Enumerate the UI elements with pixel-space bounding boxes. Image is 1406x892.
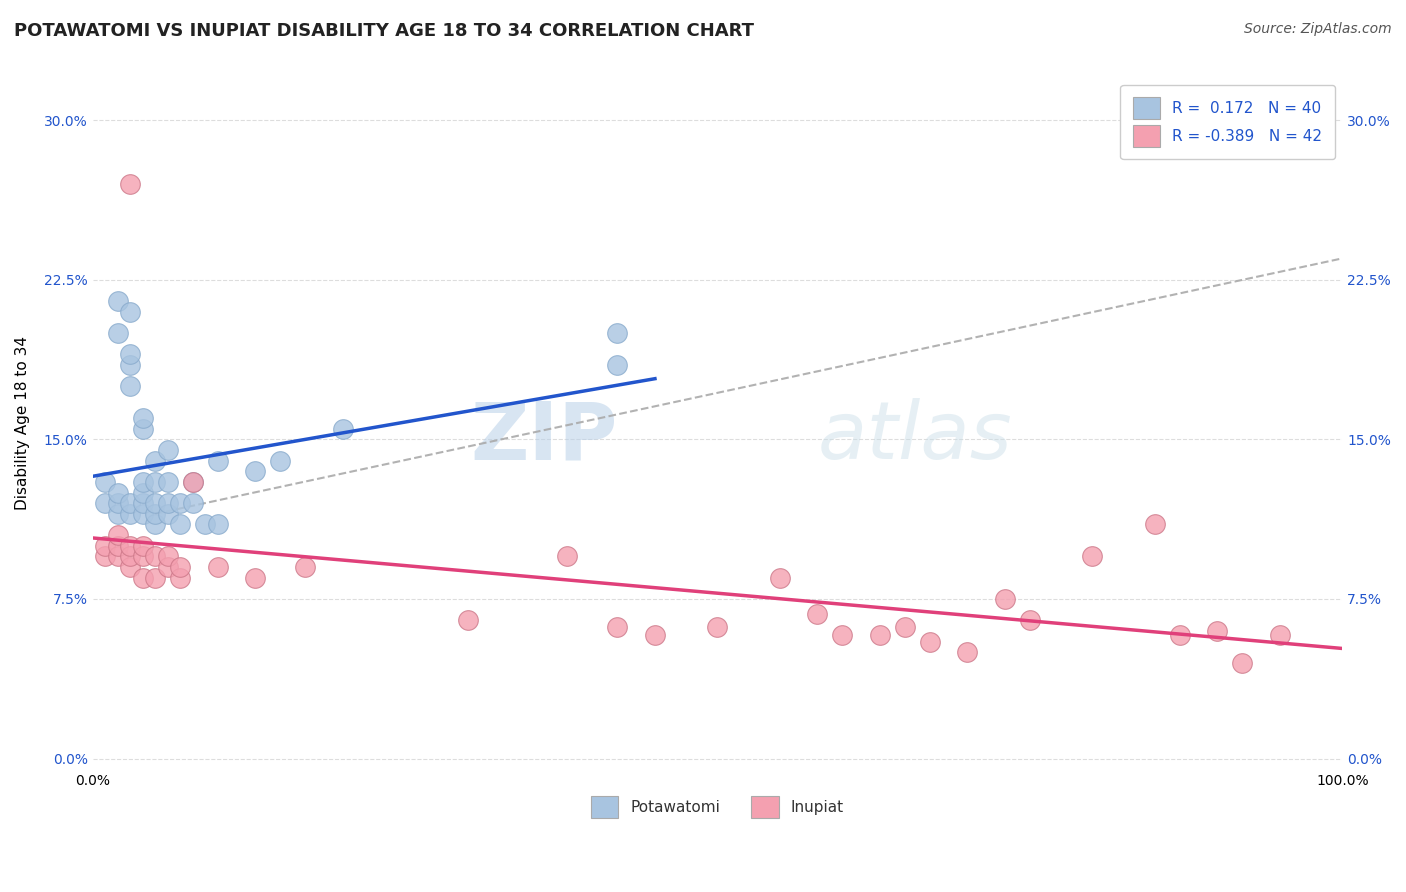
Point xyxy=(120,358,142,372)
Point xyxy=(107,528,129,542)
Point xyxy=(994,592,1017,607)
Point xyxy=(131,507,153,521)
Point xyxy=(131,549,153,564)
Point xyxy=(107,326,129,340)
Point xyxy=(107,293,129,308)
Point xyxy=(107,485,129,500)
Point xyxy=(94,496,117,510)
Point xyxy=(181,475,204,489)
Text: Source: ZipAtlas.com: Source: ZipAtlas.com xyxy=(1244,22,1392,37)
Y-axis label: Disability Age 18 to 34: Disability Age 18 to 34 xyxy=(15,336,30,510)
Point xyxy=(706,620,728,634)
Point xyxy=(120,507,142,521)
Point xyxy=(207,453,229,467)
Point xyxy=(606,358,628,372)
Point xyxy=(806,607,828,621)
Point xyxy=(120,560,142,574)
Point xyxy=(606,620,628,634)
Point xyxy=(120,304,142,318)
Point xyxy=(120,347,142,361)
Point xyxy=(120,549,142,564)
Point xyxy=(207,517,229,532)
Point xyxy=(243,571,266,585)
Legend: Potawatomi, Inupiat: Potawatomi, Inupiat xyxy=(585,790,851,824)
Point xyxy=(243,464,266,478)
Point xyxy=(94,539,117,553)
Point xyxy=(143,517,166,532)
Point xyxy=(143,549,166,564)
Point xyxy=(956,645,979,659)
Point xyxy=(332,422,354,436)
Point xyxy=(606,326,628,340)
Point xyxy=(143,496,166,510)
Point xyxy=(94,475,117,489)
Point xyxy=(156,442,179,457)
Point xyxy=(131,539,153,553)
Point xyxy=(457,613,479,627)
Point xyxy=(156,549,179,564)
Point xyxy=(918,634,941,648)
Point xyxy=(207,560,229,574)
Text: ZIP: ZIP xyxy=(470,398,617,476)
Point xyxy=(557,549,579,564)
Point xyxy=(1232,656,1254,670)
Point xyxy=(156,496,179,510)
Text: atlas: atlas xyxy=(817,398,1012,476)
Point xyxy=(894,620,917,634)
Point xyxy=(120,379,142,393)
Point xyxy=(1268,628,1291,642)
Point xyxy=(169,571,191,585)
Point xyxy=(831,628,853,642)
Point xyxy=(169,560,191,574)
Point xyxy=(143,453,166,467)
Point xyxy=(194,517,217,532)
Point xyxy=(1018,613,1040,627)
Point xyxy=(131,571,153,585)
Point xyxy=(156,560,179,574)
Point xyxy=(143,571,166,585)
Point xyxy=(120,539,142,553)
Point xyxy=(131,411,153,425)
Point xyxy=(143,475,166,489)
Point xyxy=(269,453,291,467)
Point xyxy=(156,507,179,521)
Point xyxy=(120,496,142,510)
Point xyxy=(94,549,117,564)
Point xyxy=(869,628,891,642)
Point xyxy=(169,496,191,510)
Point xyxy=(1081,549,1104,564)
Point xyxy=(107,539,129,553)
Point xyxy=(107,507,129,521)
Point xyxy=(181,496,204,510)
Point xyxy=(131,496,153,510)
Point xyxy=(181,475,204,489)
Point xyxy=(107,496,129,510)
Point xyxy=(1206,624,1229,638)
Point xyxy=(120,177,142,191)
Point xyxy=(1168,628,1191,642)
Point xyxy=(107,549,129,564)
Point xyxy=(131,422,153,436)
Point xyxy=(131,475,153,489)
Point xyxy=(169,517,191,532)
Point xyxy=(131,485,153,500)
Point xyxy=(156,475,179,489)
Point xyxy=(294,560,316,574)
Point xyxy=(769,571,792,585)
Point xyxy=(1143,517,1166,532)
Point xyxy=(143,507,166,521)
Text: POTAWATOMI VS INUPIAT DISABILITY AGE 18 TO 34 CORRELATION CHART: POTAWATOMI VS INUPIAT DISABILITY AGE 18 … xyxy=(14,22,754,40)
Point xyxy=(644,628,666,642)
